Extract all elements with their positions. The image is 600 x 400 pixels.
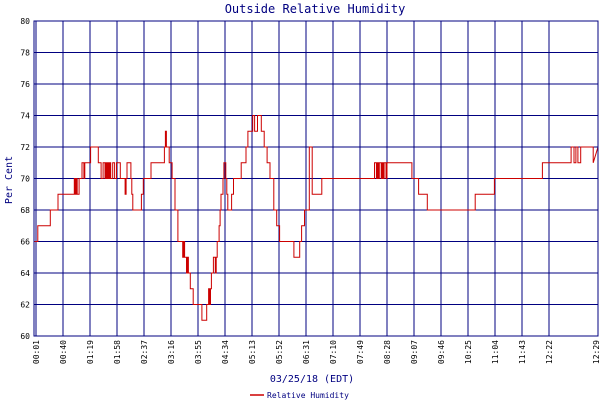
x-tick-label: 12:22: [545, 340, 554, 364]
legend: Relative Humidity: [250, 391, 349, 400]
x-tick-label: 06:31: [302, 340, 311, 364]
x-tick-label: 12:29: [592, 340, 600, 364]
x-tick-label: 07:49: [356, 340, 365, 364]
x-tick-label: 03:55: [194, 340, 203, 364]
y-tick-label: 76: [20, 80, 30, 89]
x-tick-label: 03:16: [167, 340, 176, 364]
x-tick-label: 05:13: [248, 340, 257, 364]
series-line-relative-humidity: [34, 115, 599, 321]
x-tick-label: 08:28: [383, 340, 392, 364]
y-tick-labels: 60 62 64 66 68 70 72 74 76 78 80: [20, 17, 30, 341]
y-tick-label: 64: [20, 269, 30, 278]
x-tick-label: 07:10: [329, 340, 338, 364]
chart-title: Outside Relative Humidity: [225, 2, 406, 16]
x-tick-label: 11:43: [518, 340, 527, 364]
x-tick-labels: 00:01 00:40 01:19 01:58 02:37 03:16 03:55 04:34…: [32, 340, 600, 364]
x-tick-label: 01:58: [113, 340, 122, 364]
x-axis-label: 03/25/18 (EDT): [270, 374, 354, 385]
x-tick-label: 00:01: [32, 340, 41, 364]
x-tick-label: 02:37: [140, 340, 149, 364]
y-tick-label: 80: [20, 17, 30, 26]
y-tick-label: 74: [20, 112, 30, 121]
y-tick-label: 60: [20, 332, 30, 341]
legend-label-relative-humidity: Relative Humidity: [267, 391, 349, 400]
series-group: [34, 115, 599, 321]
y-tick-label: 62: [20, 301, 30, 310]
y-tick-label: 70: [20, 175, 30, 184]
x-tick-label: 11:04: [491, 340, 500, 364]
y-tick-label: 72: [20, 143, 30, 152]
x-tick-label: 00:40: [59, 340, 68, 364]
x-tick-label: 09:07: [410, 340, 419, 364]
x-tick-label: 04:34: [221, 340, 230, 364]
x-tick-label: 05:52: [275, 340, 284, 364]
y-tick-label: 78: [20, 49, 30, 58]
y-axis-label: Per Cent: [4, 156, 15, 204]
x-tick-label: 01:19: [86, 340, 95, 364]
plot-frame: [33, 20, 599, 337]
y-tick-label: 66: [20, 238, 30, 247]
x-tick-label: 10:25: [464, 340, 473, 364]
y-tick-label: 68: [20, 206, 30, 215]
x-tick-label: 09:46: [437, 340, 446, 364]
